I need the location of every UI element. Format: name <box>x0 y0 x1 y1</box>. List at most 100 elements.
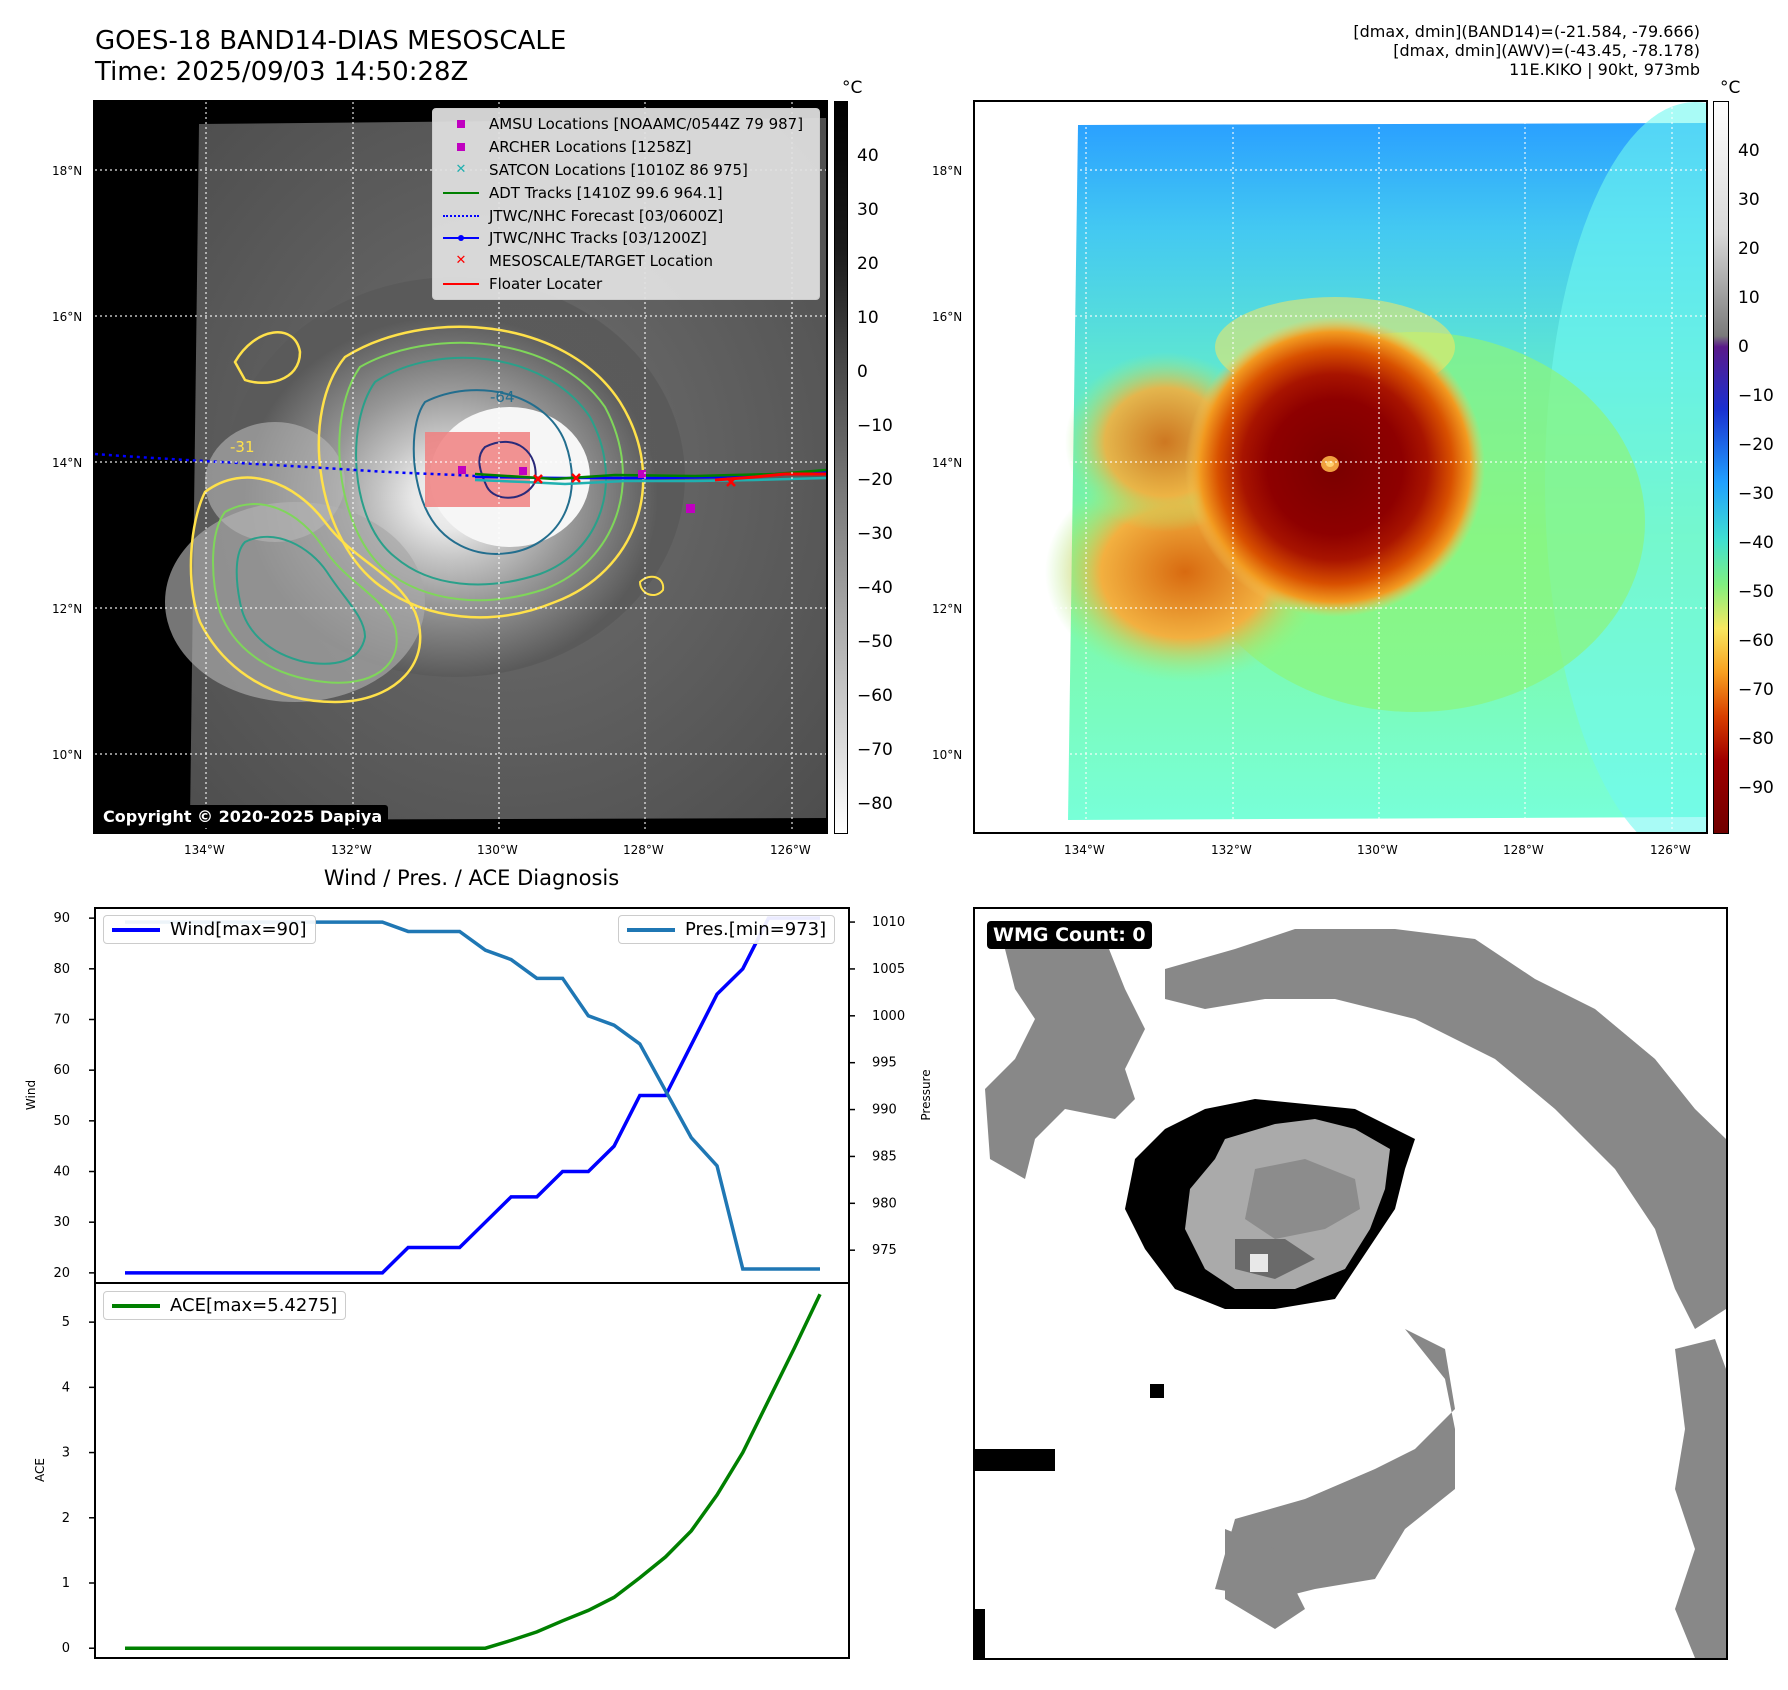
ace-legend: ACE[max=5.4275] <box>103 1291 346 1320</box>
pressure-legend-label: Pres.[min=973] <box>685 919 826 940</box>
wind-tick-label: 40 <box>53 1165 70 1180</box>
wind-series-line <box>125 918 820 1273</box>
legend-item-mesoscale: ✕ MESOSCALE/TARGET Location <box>441 250 811 273</box>
wind-ylabel: Wind <box>24 1080 38 1110</box>
cyan-x-icon: ✕ <box>441 160 481 180</box>
ir-lon-132: 132°W <box>331 843 372 857</box>
wind-legend-label: Wind[max=90] <box>170 919 307 940</box>
green-line-icon <box>441 183 481 203</box>
awv-map-panel <box>973 100 1708 834</box>
wind-tick-label: 60 <box>53 1063 70 1078</box>
awv-cb-tick: 0 <box>1738 337 1749 357</box>
legend-item-tracks: JTWC/NHC Tracks [03/1200Z] <box>441 227 811 250</box>
pressure-tick-label: 985 <box>872 1149 897 1164</box>
legend-label: JTWC/NHC Tracks [03/1200Z] <box>489 229 707 247</box>
ace-tick-label: 5 <box>62 1315 70 1330</box>
storm-info: [dmax, dmin](BAND14)=(-21.584, -79.666) … <box>1353 22 1700 79</box>
ir-map-panel: -64 -31 AMSU Locations [NOAAMC/0544Z 79 … <box>93 100 828 834</box>
legend-label: MESOSCALE/TARGET Location <box>489 252 713 270</box>
pressure-series-line <box>125 922 820 1269</box>
awv-lat-14: 14°N <box>932 456 962 470</box>
pressure-tick-label: 1010 <box>872 915 905 930</box>
awv-cb-tick: 20 <box>1738 239 1760 259</box>
blue-dotted-line-icon <box>441 206 481 226</box>
awv-cb-tick: −20 <box>1738 435 1774 455</box>
awv-lon-130: 130°W <box>1357 843 1398 857</box>
pressure-tick-label: 980 <box>872 1196 897 1211</box>
wind-tick-label: 80 <box>53 962 70 977</box>
pressure-tick-label: 995 <box>872 1056 897 1071</box>
ir-lat-10: 10°N <box>52 748 82 762</box>
awv-lon-126: 126°W <box>1650 843 1691 857</box>
awv-cb-tick: 30 <box>1738 190 1760 210</box>
awv-cb-tick: −90 <box>1738 778 1774 798</box>
ir-cb-tick: 40 <box>857 146 879 166</box>
info-line-3: 11E.KIKO | 90kt, 973mb <box>1353 60 1700 79</box>
legend-item-floater: Floater Locater <box>441 273 811 296</box>
awv-cb-tick: −50 <box>1738 582 1774 602</box>
chart-title: GOES-18 BAND14-DIAS MESOSCALE Time: 2025… <box>95 26 566 88</box>
red-line-icon <box>441 274 481 294</box>
awv-cb-tick: −40 <box>1738 533 1774 553</box>
ir-cb-tick: −30 <box>857 524 893 544</box>
red-x-icon: ✕ <box>441 251 481 271</box>
ir-lon-126: 126°W <box>770 843 811 857</box>
legend-item-archer: ARCHER Locations [1258Z] <box>441 136 811 159</box>
ir-cb-tick: 0 <box>857 362 868 382</box>
ace-tick-label: 3 <box>62 1446 70 1461</box>
legend-label: SATCON Locations [1010Z 86 975] <box>489 161 748 179</box>
ir-cb-tick: −70 <box>857 740 893 760</box>
wind-tick-label: 90 <box>53 911 70 926</box>
pressure-tick-label: 975 <box>872 1243 897 1258</box>
ace-legend-line-icon <box>112 1304 160 1308</box>
ir-lon-128: 128°W <box>623 843 664 857</box>
ir-legend: AMSU Locations [NOAAMC/0544Z 79 987] ARC… <box>432 108 820 300</box>
awv-map-image <box>975 102 1706 832</box>
awv-colorbar <box>1713 101 1729 834</box>
wind-legend-line-icon <box>112 928 160 932</box>
pressure-legend: Pres.[min=973] <box>618 915 835 944</box>
ir-cb-tick: 20 <box>857 254 879 274</box>
copyright-badge: Copyright © 2020-2025 Dapiya <box>97 805 388 828</box>
ace-series-line <box>125 1294 820 1648</box>
blue-dot-line-icon <box>441 228 481 248</box>
contour-label-31: -31 <box>230 438 255 456</box>
pressure-tick-label: 1000 <box>872 1009 905 1024</box>
legend-label: ADT Tracks [1410Z 99.6 964.1] <box>489 184 723 202</box>
awv-cb-tick: −30 <box>1738 484 1774 504</box>
ir-lat-12: 12°N <box>52 602 82 616</box>
ir-lat-18: 18°N <box>52 164 82 178</box>
ir-cb-tick: −40 <box>857 578 893 598</box>
wind-tick-label: 50 <box>53 1114 70 1129</box>
ir-lon-130: 130°W <box>477 843 518 857</box>
legend-item-satcon: ✕ SATCON Locations [1010Z 86 975] <box>441 159 811 182</box>
awv-cb-tick: −10 <box>1738 386 1774 406</box>
wind-tick-label: 30 <box>53 1215 70 1230</box>
pressure-tick-label: 1005 <box>872 962 905 977</box>
ir-lon-134: 134°W <box>184 843 225 857</box>
ir-lat-14: 14°N <box>52 456 82 470</box>
legend-item-forecast: JTWC/NHC Forecast [03/0600Z] <box>441 204 811 227</box>
magenta-square-icon <box>441 137 481 157</box>
ace-tick-label: 4 <box>62 1380 70 1395</box>
awv-lat-10: 10°N <box>932 748 962 762</box>
awv-cb-tick: −70 <box>1738 680 1774 700</box>
awv-lat-12: 12°N <box>932 602 962 616</box>
legend-label: Floater Locater <box>489 275 602 293</box>
wmg-panel: WMG Count: 0 <box>973 907 1728 1660</box>
ace-tick-label: 1 <box>62 1576 70 1591</box>
legend-label: JTWC/NHC Forecast [03/0600Z] <box>489 207 723 225</box>
awv-colorbar-unit: °C <box>1720 78 1740 98</box>
title-line-2: Time: 2025/09/03 14:50:28Z <box>95 57 566 88</box>
info-line-2: [dmax, dmin](AWV)=(-43.45, -78.178) <box>1353 41 1700 60</box>
legend-item-adt: ADT Tracks [1410Z 99.6 964.1] <box>441 181 811 204</box>
ir-cb-tick: −20 <box>857 470 893 490</box>
title-line-1: GOES-18 BAND14-DIAS MESOSCALE <box>95 26 566 57</box>
legend-item-amsu: AMSU Locations [NOAAMC/0544Z 79 987] <box>441 113 811 136</box>
awv-lon-134: 134°W <box>1064 843 1105 857</box>
wmg-image <box>975 909 1726 1658</box>
ir-cb-tick: −60 <box>857 686 893 706</box>
awv-lat-16: 16°N <box>932 310 962 324</box>
wmg-count-badge: WMG Count: 0 <box>987 921 1152 949</box>
awv-cb-tick: 40 <box>1738 141 1760 161</box>
